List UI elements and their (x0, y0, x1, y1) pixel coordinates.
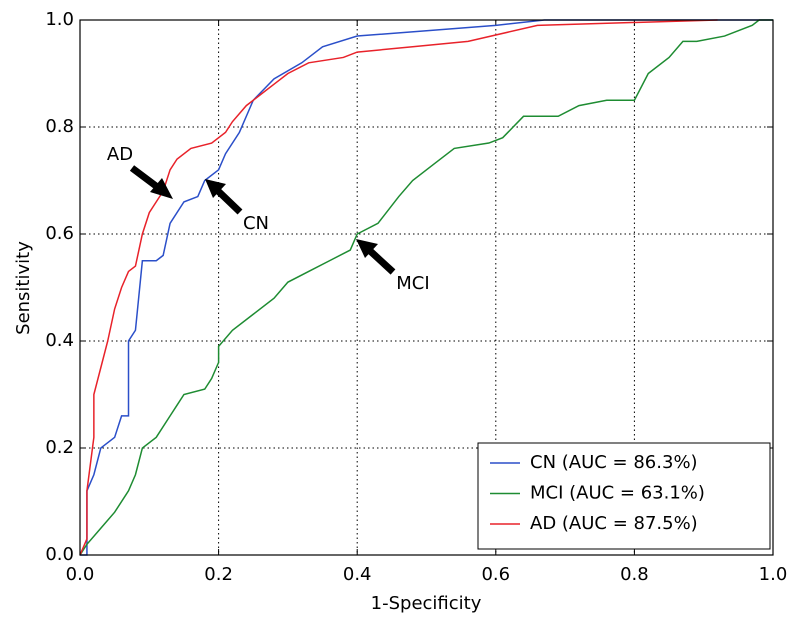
arrow (365, 246, 396, 275)
y-tick-label: 1.0 (45, 9, 74, 30)
annotation-text: CN (243, 213, 269, 234)
arrow-head (205, 179, 226, 198)
x-tick-label: 0.6 (481, 564, 510, 585)
plot-frame (79, 19, 774, 556)
roc-curve (79, 19, 718, 556)
annotation-text: MCI (396, 273, 429, 294)
annotation-ad: AD (107, 144, 173, 199)
legend-label: CN (AUC = 86.3%) (530, 452, 698, 473)
arrow-head (150, 178, 173, 199)
arrow (213, 186, 243, 215)
y-axis-label: Sensitivity (13, 241, 34, 335)
x-tick-label: 0.2 (204, 564, 233, 585)
y-tick-label: 0.2 (45, 437, 74, 458)
legend-box (477, 442, 771, 550)
legend: CN (AUC = 86.3%) MCI (AUC = 63.1%) AD (AUC… (477, 442, 771, 550)
x-tick-label: 0.4 (343, 564, 372, 585)
y-tick-label: 0.0 (45, 544, 74, 565)
legend-label: MCI (AUC = 63.1%) (530, 483, 705, 504)
x-tick-label: 0.0 (66, 564, 95, 585)
legend-label: AD (AUC = 87.5%) (530, 513, 698, 534)
x-tick-label: 0.8 (620, 564, 649, 585)
y-tick-label: 0.4 (45, 330, 74, 351)
arrow-head (356, 239, 378, 258)
y-tick-label: 0.6 (45, 223, 74, 244)
x-tick-label: 1.0 (759, 564, 788, 585)
roc-curve (79, 19, 773, 556)
annotation-mci: MCI (356, 239, 430, 294)
x-axis-label: 1-Specificity (371, 593, 482, 614)
plot-area: 0.0 0.2 0.4 0.6 0.8 1.0 0.0 0.2 0.4 0.6 0.8 1.0 CN (… (45, 9, 787, 585)
y-tick-label: 0.8 (45, 116, 74, 137)
roc-curve (80, 19, 773, 556)
annotation-cn: CN (205, 179, 269, 234)
annotation-text: AD (107, 144, 133, 165)
arrow (129, 165, 163, 192)
